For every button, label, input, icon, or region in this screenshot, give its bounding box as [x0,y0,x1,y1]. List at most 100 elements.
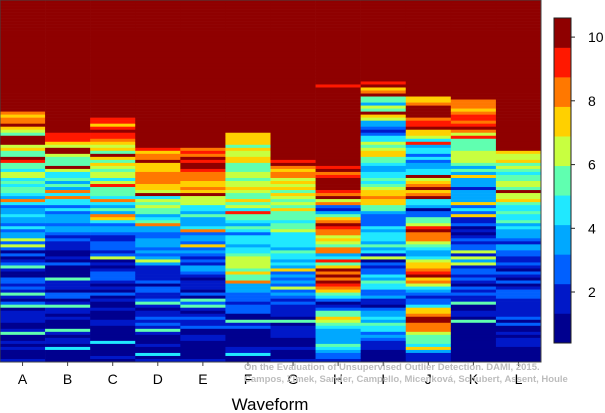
heatmap-cell-F-96 [225,289,271,293]
heatmap-cell-C-29 [90,87,136,91]
heatmap-cell-A-95 [0,286,46,290]
heatmap-cell-K-58 [450,174,497,179]
heatmap-cell-B-1 [45,3,91,7]
heatmap-cell-H-35 [315,105,361,109]
heatmap-cell-L-41 [495,123,542,127]
x-tick-label-E: E [198,371,207,387]
heatmap-cell-A-39 [0,117,46,121]
heatmap-cell-K-102 [450,307,497,312]
heatmap-cell-E-4 [180,12,226,16]
heatmap-cell-K-108 [450,325,497,330]
heatmap-cell-D-55 [135,165,181,170]
heatmap-cell-A-98 [0,295,46,299]
heatmap-cell-C-73 [90,220,136,224]
heatmap-cell-G-72 [270,217,316,221]
heatmap-cell-K-0 [450,0,497,4]
heatmap-cell-K-112 [450,337,497,342]
heatmap-cell-E-90 [180,271,226,275]
heatmap-cell-B-94 [45,283,91,287]
heatmap-cell-F-12 [225,36,271,40]
heatmap-cell-H-76 [315,229,361,233]
heatmap-cell-D-39 [135,117,181,121]
heatmap-cell-J-12 [405,36,452,40]
heatmap-cell-H-109 [315,328,361,333]
heatmap-cell-E-87 [180,262,226,266]
heatmap-cell-B-26 [45,78,91,82]
heatmap-cell-J-101 [405,304,452,308]
heatmap-cell-A-100 [0,301,46,305]
heatmap-cell-G-1 [270,3,316,7]
heatmap-cell-L-47 [495,141,542,146]
heatmap-cell-E-59 [180,177,226,182]
heatmap-cell-K-91 [450,274,497,278]
heatmap-cell-C-75 [90,226,136,230]
heatmap-cell-J-75 [405,226,452,230]
heatmap-cell-K-98 [450,295,497,299]
heatmap-cell-C-10 [90,30,136,34]
heatmap-cell-D-52 [135,156,181,161]
heatmap-cell-E-13 [180,39,226,43]
heatmap-cell-D-44 [135,132,181,137]
heatmap-cell-K-100 [450,301,497,305]
heatmap-cell-J-80 [405,241,452,245]
heatmap-cell-L-14 [495,42,542,46]
heatmap-cell-F-47 [225,141,271,146]
heatmap-cell-L-96 [495,289,542,293]
heatmap-cell-H-36 [315,108,361,112]
heatmap-cell-A-102 [0,307,46,312]
heatmap-cell-B-3 [45,9,91,13]
heatmap-cell-A-101 [0,304,46,308]
colorbar-swatch-5 [554,195,571,226]
heatmap-cell-L-58 [495,174,542,179]
heatmap-cell-C-106 [90,319,136,324]
heatmap-cell-G-79 [270,238,316,242]
heatmap-cell-E-47 [180,141,226,146]
heatmap-cell-C-108 [90,325,136,330]
heatmap-cell-I-31 [360,93,407,97]
heatmap-cell-B-81 [45,244,91,248]
heatmap-cell-H-28 [315,84,361,88]
heatmap-cell-L-17 [495,51,542,55]
heatmap-cell-F-77 [225,232,271,236]
heatmap-cell-A-86 [0,259,46,263]
heatmap-cell-G-31 [270,93,316,97]
heatmap-cell-L-0 [495,0,542,4]
heatmap-cell-H-97 [315,292,361,296]
heatmap-cell-K-94 [450,283,497,287]
heatmap-cell-I-69 [360,208,407,212]
heatmap-cell-F-39 [225,117,271,121]
heatmap-cell-K-116 [450,349,497,354]
heatmap-cell-D-101 [135,304,181,308]
heatmap-cell-H-61 [315,184,361,188]
heatmap-cell-J-72 [405,217,452,221]
heatmap-cell-E-22 [180,66,226,70]
heatmap-cell-I-96 [360,289,407,293]
heatmap-cell-A-4 [0,12,46,16]
heatmap-cell-E-17 [180,51,226,55]
heatmap-cell-H-48 [315,144,361,149]
heatmap-cell-B-50 [45,150,91,155]
heatmap-cell-L-12 [495,36,542,40]
x-tick-label-H: H [333,371,343,387]
heatmap-cell-B-61 [45,184,91,188]
heatmap-cell-E-2 [180,6,226,10]
heatmap-cell-J-36 [405,108,452,112]
heatmap-cell-I-39 [360,117,407,121]
heatmap-cell-C-111 [90,334,136,339]
heatmap-cell-D-36 [135,108,181,112]
heatmap-cell-G-5 [270,15,316,19]
heatmap-cell-H-19 [315,57,361,61]
heatmap-cell-I-114 [360,343,407,348]
heatmap-cell-A-84 [0,253,46,257]
heatmap-cell-H-67 [315,202,361,206]
heatmap-cell-K-60 [450,181,497,185]
heatmap-cell-L-82 [495,247,542,251]
heatmap-cell-G-43 [270,129,316,134]
heatmap-cell-L-48 [495,144,542,149]
heatmap-cell-B-106 [45,319,91,324]
heatmap-cell-J-115 [405,346,452,351]
heatmap-cell-C-5 [90,15,136,19]
heatmap-cell-I-44 [360,132,407,137]
heatmap-cell-D-54 [135,162,181,167]
heatmap-cell-B-97 [45,292,91,296]
